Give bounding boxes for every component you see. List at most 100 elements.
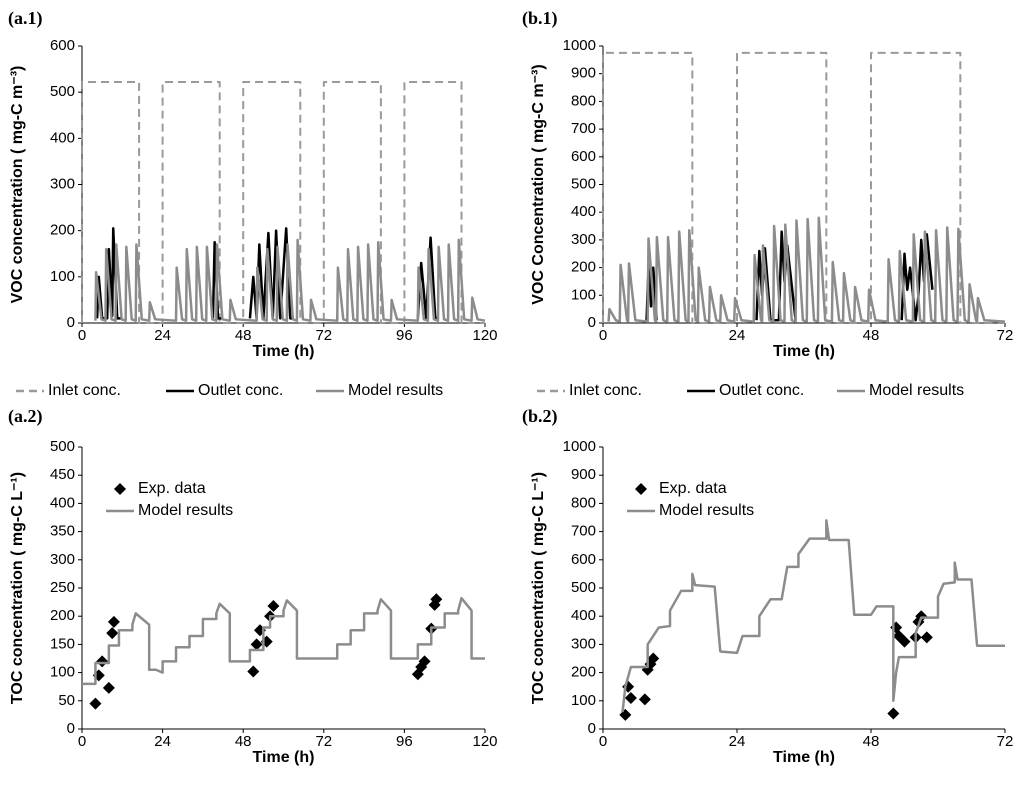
legend-label: Model results [138, 502, 233, 519]
data-point [418, 655, 431, 668]
legend-marker [635, 483, 647, 495]
y-tick-label: 600 [571, 551, 596, 568]
legend-label: Model results [659, 502, 754, 519]
y-tick-label: 300 [50, 175, 75, 192]
y-tick-label: 500 [50, 438, 75, 455]
y-tick-label: 0 [588, 720, 596, 737]
y-tick-label: 300 [50, 551, 75, 568]
legend-item: Model results [106, 502, 233, 519]
y-tick-label: 300 [571, 635, 596, 652]
y-tick-label: 0 [67, 314, 75, 331]
y-tick-label: 400 [571, 607, 596, 624]
data-point [624, 691, 637, 704]
legend-item: Inlet conc. [537, 382, 642, 399]
x-tick-label: 48 [235, 733, 252, 750]
data-point [619, 708, 632, 721]
panel-label: (b.1) [522, 8, 558, 29]
x-tick-label: 72 [997, 733, 1014, 750]
x-tick-label: 96 [396, 327, 413, 344]
y-tick-label: 600 [571, 148, 596, 165]
y-tick-label: 100 [50, 664, 75, 681]
legend-item: Outlet conc. [687, 382, 804, 399]
data-point [638, 693, 651, 706]
panel-label: (a.1) [8, 8, 43, 29]
x-tick-label: 120 [472, 327, 497, 344]
y-tick-label: 600 [50, 37, 75, 54]
legend-item: Model results [627, 502, 754, 519]
y-tick-label: 800 [571, 92, 596, 109]
data-point [915, 610, 928, 623]
data-point [430, 593, 443, 606]
y-tick-label: 100 [571, 286, 596, 303]
y-tick-label: 1000 [563, 438, 596, 455]
legend-label: Exp. data [138, 480, 206, 497]
legend-item: Exp. data [114, 480, 206, 497]
legend-label: Inlet conc. [569, 382, 642, 399]
x-tick-label: 0 [599, 327, 607, 344]
x-axis-label: Time (h) [253, 343, 315, 360]
y-tick-label: 500 [50, 83, 75, 100]
y-tick-label: 700 [571, 120, 596, 137]
y-tick-label: 200 [50, 607, 75, 624]
x-tick-label: 24 [729, 327, 746, 344]
y-tick-label: 200 [571, 664, 596, 681]
x-tick-label: 72 [997, 327, 1014, 344]
legend-item: Outlet conc. [166, 382, 283, 399]
series-line [81, 81, 485, 324]
y-axis-label: VOC Concentration ( mg-C m⁻³) [530, 64, 547, 304]
data-point [102, 681, 115, 694]
x-tick-label: 0 [599, 733, 607, 750]
panel-label: (b.2) [522, 406, 558, 427]
data-point [106, 627, 119, 640]
y-tick-label: 100 [571, 692, 596, 709]
data-point [250, 638, 263, 651]
legend-item: Exp. data [635, 480, 727, 497]
data-point [887, 707, 900, 720]
y-axis-label: VOC concentration ( mg-C m⁻³) [9, 66, 26, 304]
x-tick-label: 0 [78, 733, 86, 750]
legend-item: Model results [837, 382, 964, 399]
legend-label: Inlet conc. [48, 382, 121, 399]
data-point [920, 631, 933, 644]
y-axis-label: TOC concentration ( mg-C L⁻¹) [530, 472, 547, 704]
x-tick-label: 48 [863, 733, 880, 750]
y-tick-label: 50 [58, 692, 75, 709]
legend-item: Inlet conc. [16, 382, 121, 399]
y-tick-label: 500 [571, 175, 596, 192]
y-tick-label: 100 [50, 268, 75, 285]
data-point [247, 665, 260, 678]
legend-label: Exp. data [659, 480, 727, 497]
x-tick-label: 72 [315, 327, 332, 344]
y-tick-label: 500 [571, 579, 596, 596]
y-tick-label: 900 [571, 65, 596, 82]
y-tick-label: 450 [50, 466, 75, 483]
y-axis-label: TOC concentration ( mg-C L⁻¹) [9, 472, 26, 704]
series-line [94, 238, 486, 322]
x-axis-label: Time (h) [253, 749, 315, 766]
data-point [647, 652, 660, 665]
legend-item: Model results [316, 382, 443, 399]
legend-marker [114, 483, 126, 495]
legend-label: Model results [348, 382, 443, 399]
legend-label: Model results [869, 382, 964, 399]
data-point [89, 697, 102, 710]
y-tick-label: 200 [571, 259, 596, 276]
x-tick-label: 48 [235, 327, 252, 344]
y-tick-label: 1000 [563, 37, 596, 54]
x-tick-label: 72 [315, 733, 332, 750]
data-point [267, 600, 280, 613]
y-tick-label: 200 [50, 222, 75, 239]
y-tick-label: 900 [571, 466, 596, 483]
x-tick-label: 0 [78, 327, 86, 344]
data-point [107, 615, 120, 628]
series-line [621, 519, 1005, 713]
series-line [82, 596, 485, 686]
series-line [607, 216, 1006, 323]
x-axis-label: Time (h) [773, 749, 835, 766]
y-tick-label: 700 [571, 523, 596, 540]
x-tick-label: 24 [154, 327, 171, 344]
y-tick-label: 800 [571, 494, 596, 511]
x-tick-label: 24 [154, 733, 171, 750]
y-tick-label: 150 [50, 635, 75, 652]
